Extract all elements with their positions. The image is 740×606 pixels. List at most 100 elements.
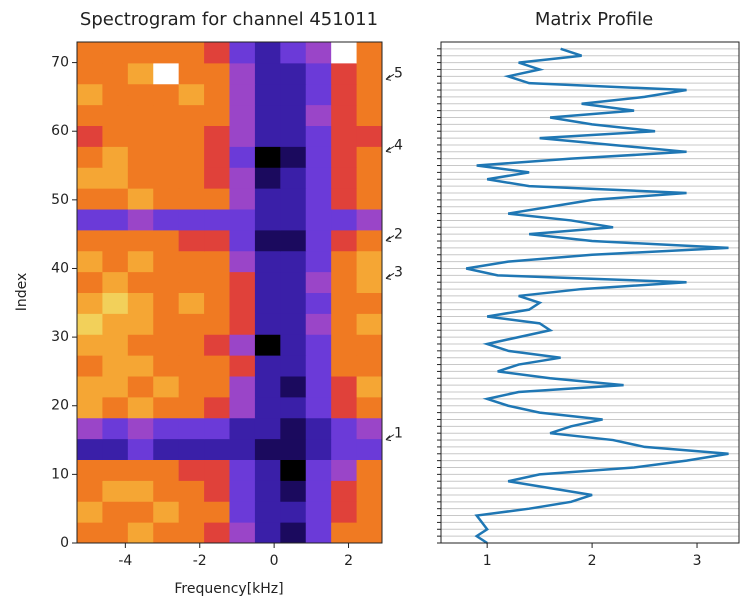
heatmap-cell bbox=[356, 146, 383, 168]
heatmap-cell bbox=[153, 229, 180, 252]
heatmap-cell bbox=[280, 229, 307, 252]
heatmap-cell bbox=[127, 271, 154, 293]
heatmap-cell bbox=[331, 438, 358, 460]
heatmap-cell bbox=[127, 188, 154, 210]
heatmap-cell bbox=[178, 292, 205, 314]
heatmap-cell bbox=[254, 62, 281, 85]
heatmap-cell bbox=[127, 292, 154, 314]
heatmap-cell bbox=[178, 83, 205, 106]
heatmap-cell bbox=[178, 501, 205, 523]
heatmap-cell bbox=[254, 396, 281, 419]
heatmap-cell bbox=[77, 480, 103, 502]
heatmap-cell bbox=[331, 42, 358, 64]
heatmap-cell bbox=[77, 167, 103, 189]
heatmap-cell bbox=[229, 438, 256, 460]
heatmap-cell bbox=[229, 167, 256, 189]
heatmap-cell bbox=[153, 209, 180, 231]
heatmap-cell bbox=[153, 42, 180, 64]
y-tick-label: 50 bbox=[51, 192, 69, 208]
heatmap-cell bbox=[127, 167, 154, 189]
heatmap-cell bbox=[305, 376, 332, 398]
heatmap-cell bbox=[254, 522, 281, 544]
heatmap-cell bbox=[127, 376, 154, 398]
annotation-label: 5 bbox=[394, 65, 403, 81]
heatmap-cell bbox=[305, 501, 332, 523]
heatmap-cell bbox=[356, 209, 383, 231]
heatmap-cell bbox=[178, 522, 205, 544]
heatmap-cell bbox=[77, 125, 103, 147]
annotation-arrow bbox=[385, 73, 395, 81]
heatmap-cell bbox=[127, 83, 154, 106]
heatmap-cell bbox=[102, 417, 129, 440]
heatmap-cell bbox=[280, 522, 307, 544]
heatmap-cell bbox=[356, 459, 383, 481]
chart-title: Matrix Profile bbox=[535, 9, 653, 30]
heatmap-cell bbox=[102, 250, 129, 273]
heatmap-cell bbox=[178, 62, 205, 85]
heatmap-cell bbox=[280, 104, 307, 126]
heatmap-cell bbox=[280, 188, 307, 210]
heatmap-cell bbox=[229, 522, 256, 544]
heatmap-cell bbox=[229, 292, 256, 314]
heatmap-cell bbox=[77, 376, 103, 398]
x-tick-label: 2 bbox=[344, 553, 353, 569]
heatmap-cell bbox=[229, 250, 256, 273]
heatmap-cell bbox=[331, 229, 358, 252]
heatmap-cell bbox=[305, 480, 332, 502]
heatmap-cell bbox=[204, 229, 230, 252]
heatmap-cell bbox=[153, 480, 180, 502]
heatmap-cell bbox=[254, 355, 281, 377]
heatmap-cell bbox=[254, 250, 281, 273]
heatmap-cell bbox=[204, 313, 230, 335]
heatmap-cell bbox=[153, 522, 180, 544]
heatmap-cell bbox=[331, 146, 358, 168]
heatmap-cell bbox=[356, 42, 383, 64]
heatmap-cell bbox=[229, 396, 256, 419]
heatmap-cell bbox=[178, 376, 205, 398]
heatmap-cell bbox=[254, 501, 281, 523]
heatmap-cell bbox=[331, 125, 358, 147]
heatmap-cell bbox=[102, 167, 129, 189]
heatmap-cell bbox=[305, 522, 332, 544]
heatmap-cell bbox=[153, 438, 180, 460]
heatmap-cell bbox=[77, 334, 103, 356]
heatmap-cell bbox=[178, 125, 205, 147]
heatmap-cell bbox=[280, 125, 307, 147]
heatmap-cell bbox=[204, 83, 230, 106]
heatmap-cell bbox=[254, 104, 281, 126]
heatmap-cell bbox=[127, 62, 154, 85]
y-tick-label: 60 bbox=[51, 123, 69, 139]
heatmap-cell bbox=[127, 313, 154, 335]
heatmap-cell bbox=[331, 376, 358, 398]
heatmap-cell bbox=[102, 62, 129, 85]
heatmap-cell bbox=[280, 376, 307, 398]
heatmap-cell bbox=[229, 209, 256, 231]
heatmap-cell bbox=[178, 188, 205, 210]
heatmap-cell bbox=[229, 271, 256, 293]
x-tick-label: -4 bbox=[118, 553, 132, 569]
annotation-label: 1 bbox=[394, 426, 403, 442]
heatmap-cell bbox=[280, 209, 307, 231]
heatmap-cell bbox=[127, 480, 154, 502]
heatmap-cell bbox=[254, 188, 281, 210]
heatmap-cell bbox=[204, 188, 230, 210]
x-tick-label: 0 bbox=[270, 553, 279, 569]
heatmap-cell bbox=[153, 125, 180, 147]
heatmap-cell bbox=[204, 459, 230, 481]
heatmap-cell bbox=[305, 438, 332, 460]
heatmap-cell bbox=[204, 42, 230, 64]
heatmap-cell bbox=[77, 250, 103, 273]
annotation-arrow bbox=[385, 145, 395, 153]
heatmap-cell bbox=[153, 271, 180, 293]
heatmap-cell bbox=[204, 334, 230, 356]
heatmap-cell bbox=[178, 480, 205, 502]
heatmap-cell bbox=[204, 438, 230, 460]
annotation-arrow bbox=[385, 272, 395, 280]
heatmap-cell bbox=[153, 83, 180, 106]
heatmap-cell bbox=[102, 313, 129, 335]
heatmap-cell bbox=[229, 83, 256, 106]
heatmap-cell bbox=[229, 125, 256, 147]
heatmap-cell bbox=[305, 355, 332, 377]
heatmap-cell bbox=[356, 396, 383, 419]
